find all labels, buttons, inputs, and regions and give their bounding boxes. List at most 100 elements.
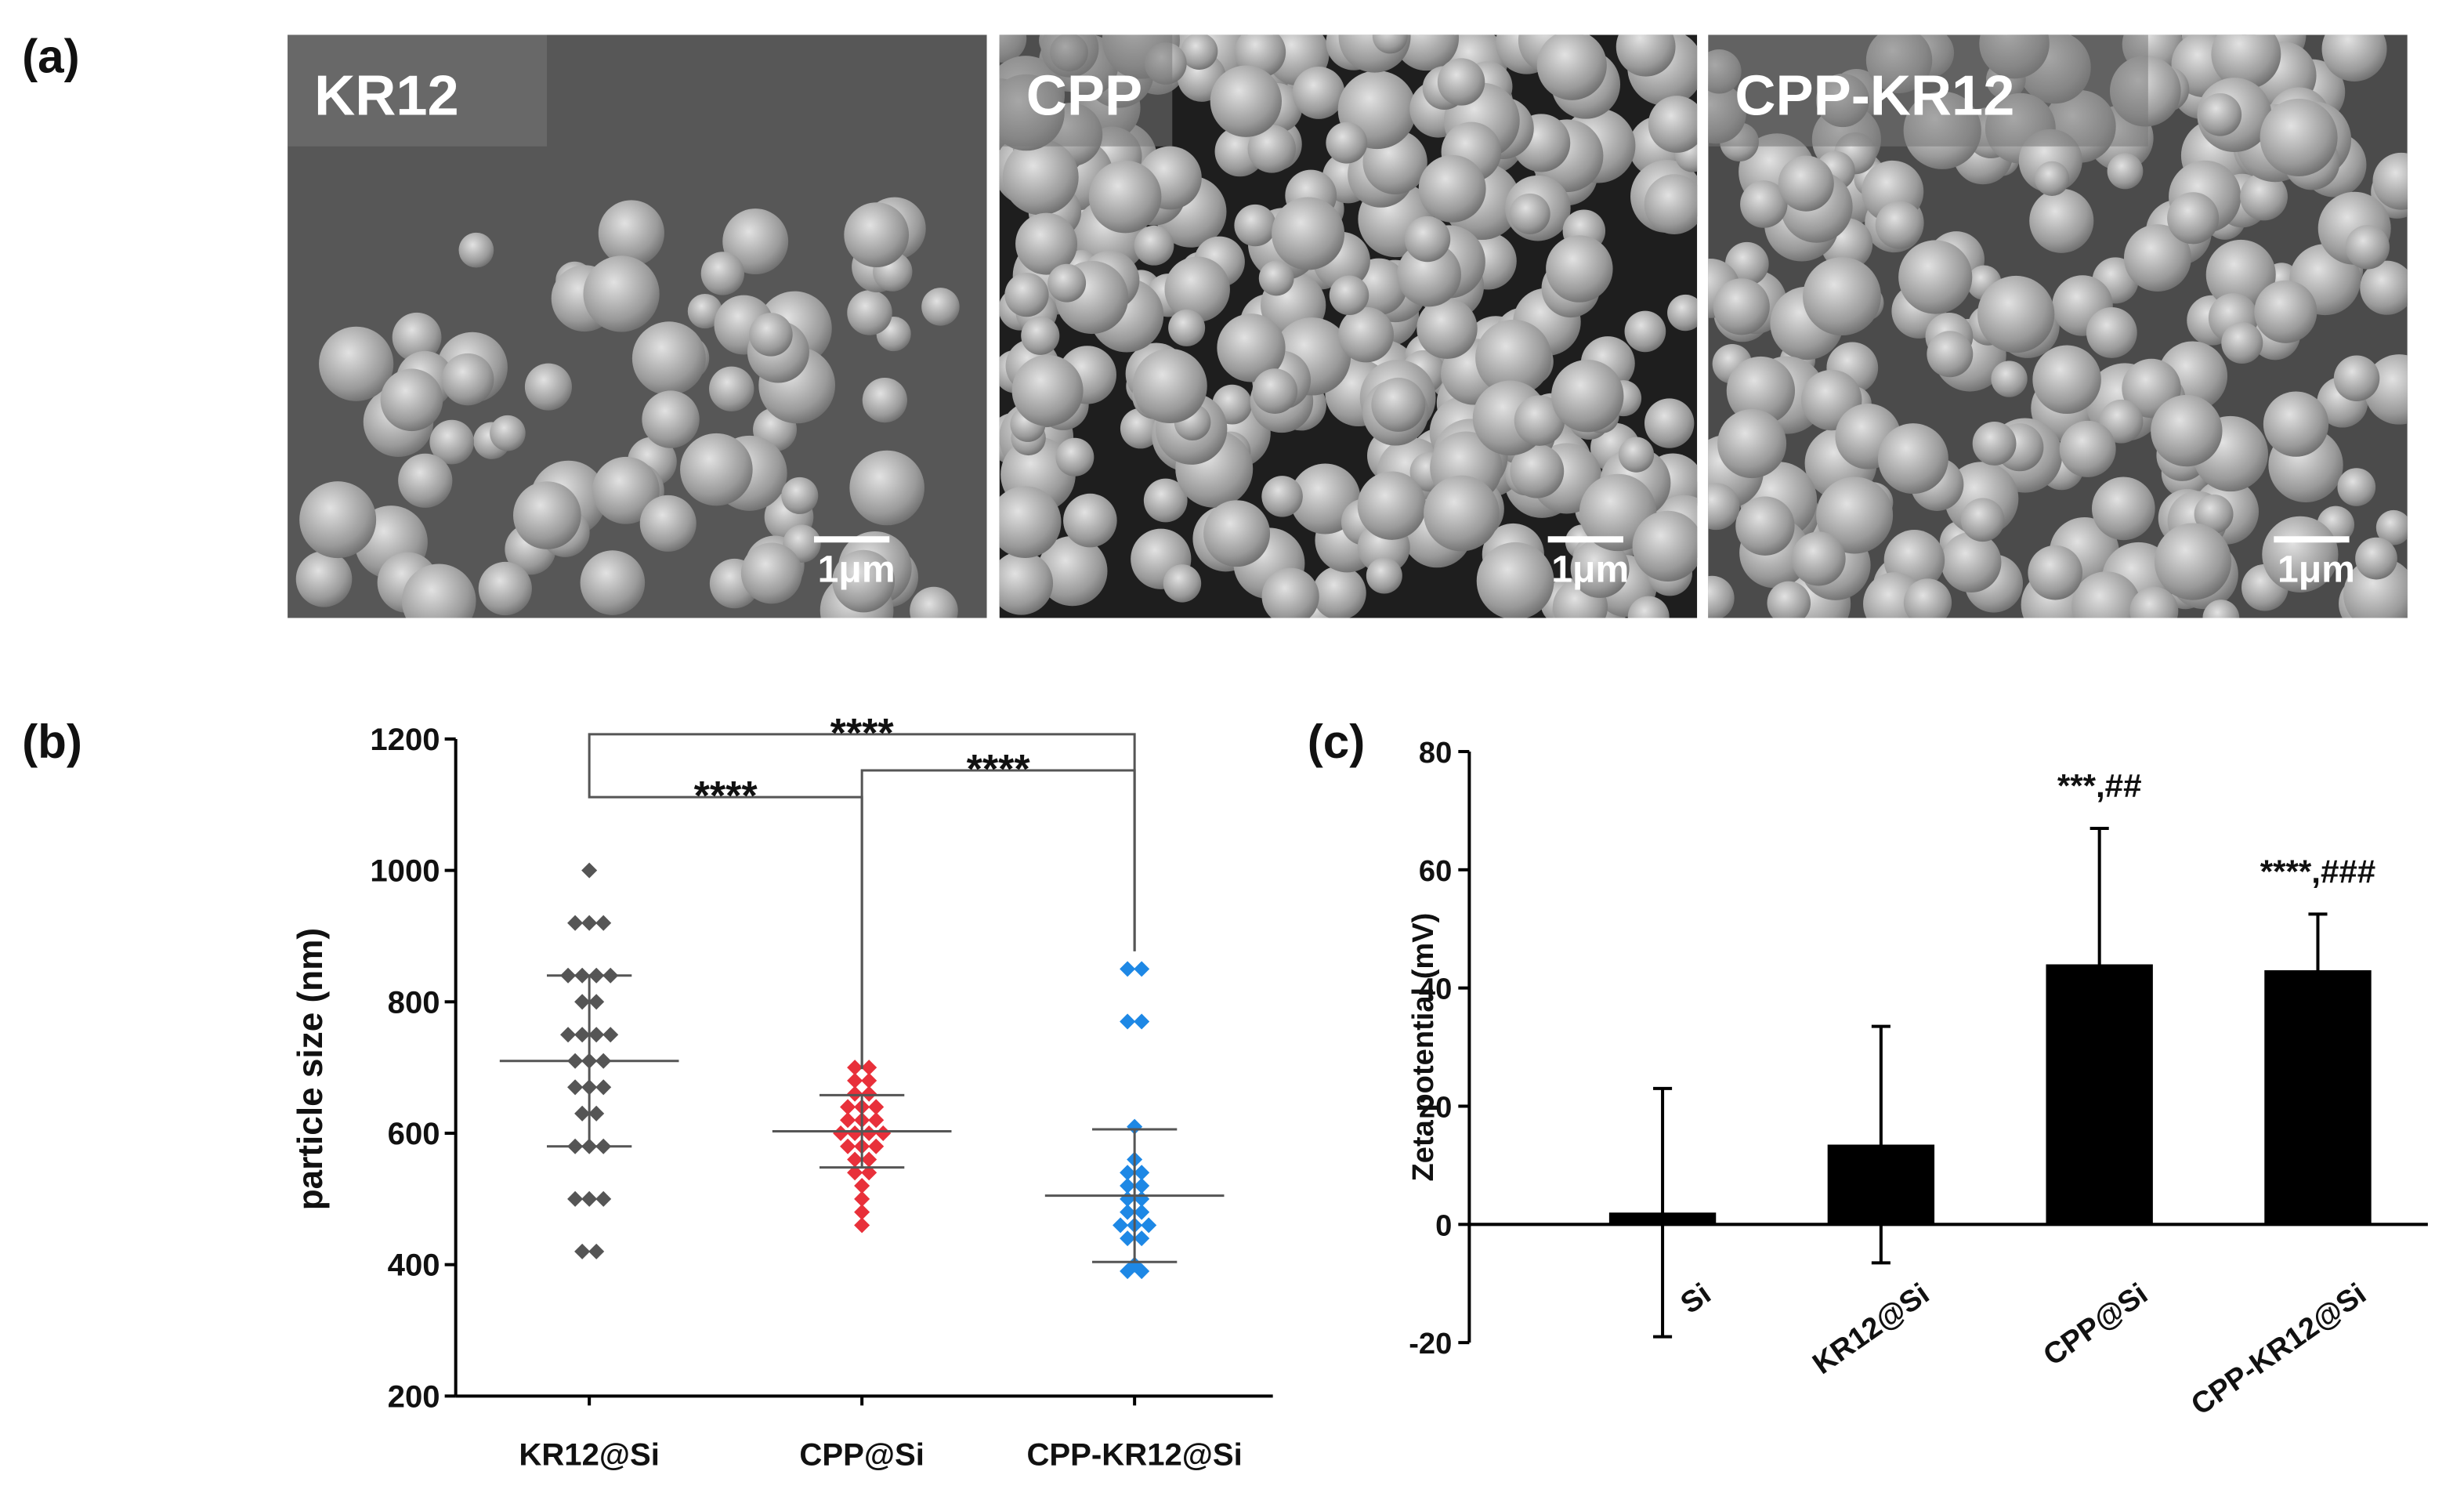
data-point [854, 1178, 870, 1194]
label-box [1708, 34, 2148, 147]
particle [1624, 310, 1666, 353]
particle [2211, 34, 2281, 89]
particle [700, 252, 745, 295]
particle [2337, 468, 2376, 506]
particle [1903, 578, 1952, 618]
particle [849, 450, 924, 526]
particle [1475, 319, 1552, 396]
particle [2129, 586, 2179, 618]
particle [1037, 535, 1108, 607]
particle [1292, 67, 1345, 119]
panel-label: (b) [22, 716, 82, 768]
particle [781, 476, 819, 514]
particle [1418, 154, 1486, 223]
particle [295, 551, 353, 607]
particle [1203, 500, 1271, 567]
particle [1396, 242, 1461, 307]
significance-label: **** [694, 774, 758, 819]
particle [2333, 355, 2380, 402]
particle [398, 453, 453, 508]
data-point [1134, 1013, 1150, 1030]
data-point [847, 1060, 863, 1076]
x-tick-label: CPP@Si [2038, 1277, 2154, 1372]
particle [1735, 496, 1795, 556]
y-tick-label: 1000 [370, 854, 440, 889]
sem-label: CPP [1026, 65, 1142, 128]
particle [1972, 422, 2017, 466]
particle [2154, 523, 2232, 600]
particle [1476, 542, 1554, 618]
particle [1394, 34, 1460, 71]
x-tick-label: CPP@Si [799, 1438, 924, 1473]
particle [1514, 395, 1565, 446]
data-point [588, 1105, 605, 1121]
data-point [574, 1027, 591, 1043]
particle [1713, 278, 1770, 335]
particle [1667, 294, 1698, 332]
scale-label: 1μm [818, 548, 896, 590]
particle [1312, 566, 1366, 618]
data-point [861, 1125, 877, 1142]
particle [687, 293, 722, 329]
y-tick-label: 800 [388, 985, 440, 1020]
y-tick-label: -20 [1409, 1328, 1452, 1361]
particle [1898, 240, 1973, 314]
particle [1717, 409, 1787, 479]
particle [2029, 188, 2094, 253]
particle [1648, 96, 1698, 153]
particle [2086, 307, 2137, 358]
data-point [581, 1190, 598, 1207]
particle [2032, 345, 2101, 415]
y-tick-label: 200 [388, 1379, 440, 1414]
data-point [1120, 1013, 1136, 1030]
data-point [1113, 1217, 1129, 1234]
data-point [1120, 1204, 1136, 1220]
particle [1627, 596, 1670, 618]
particle [2221, 322, 2263, 364]
particle [1941, 531, 2002, 592]
y-tick-label: 1200 [370, 723, 440, 757]
particle [2321, 34, 2387, 82]
data-point [567, 915, 584, 931]
particle [1644, 174, 1698, 234]
particle [598, 200, 664, 266]
particle [1326, 121, 1368, 164]
sem-image: CPP-KR12 1μm [1708, 34, 2408, 618]
y-axis-label: Zeta potential (mV) [1407, 913, 1440, 1182]
particle [1726, 356, 1796, 426]
data-point [868, 1138, 885, 1154]
scale-label: 1μm [1551, 548, 1629, 590]
particle [2198, 93, 2242, 136]
particle [642, 390, 700, 448]
data-point [1134, 961, 1150, 977]
particle [2262, 516, 2339, 592]
particle [2028, 545, 2083, 600]
particle [1134, 225, 1174, 266]
y-tick-label: 0 [1435, 1209, 1452, 1242]
data-point [1120, 1178, 1136, 1194]
particle [1791, 531, 1846, 586]
label-box [999, 34, 1173, 147]
particle [862, 378, 907, 423]
data-point [1134, 1204, 1150, 1220]
particle [1021, 316, 1060, 355]
particle [429, 419, 475, 465]
particle [749, 313, 793, 357]
significance-label: **** [967, 747, 1031, 792]
data-point [595, 1190, 612, 1207]
data-point [1120, 1263, 1136, 1280]
particle [1181, 34, 1218, 70]
particle [1261, 476, 1303, 517]
data-point [840, 1138, 856, 1154]
sem-image: KR12 1μm [288, 34, 987, 618]
particle [1163, 564, 1202, 603]
x-tick-label: CPP-KR12@Si [1026, 1438, 1242, 1473]
particle [1272, 197, 1345, 270]
data-point [588, 994, 605, 1010]
particle [1570, 539, 1630, 598]
data-point [875, 1125, 892, 1142]
particle [1329, 275, 1369, 316]
data-point [868, 1112, 885, 1129]
data-point [854, 1204, 870, 1220]
